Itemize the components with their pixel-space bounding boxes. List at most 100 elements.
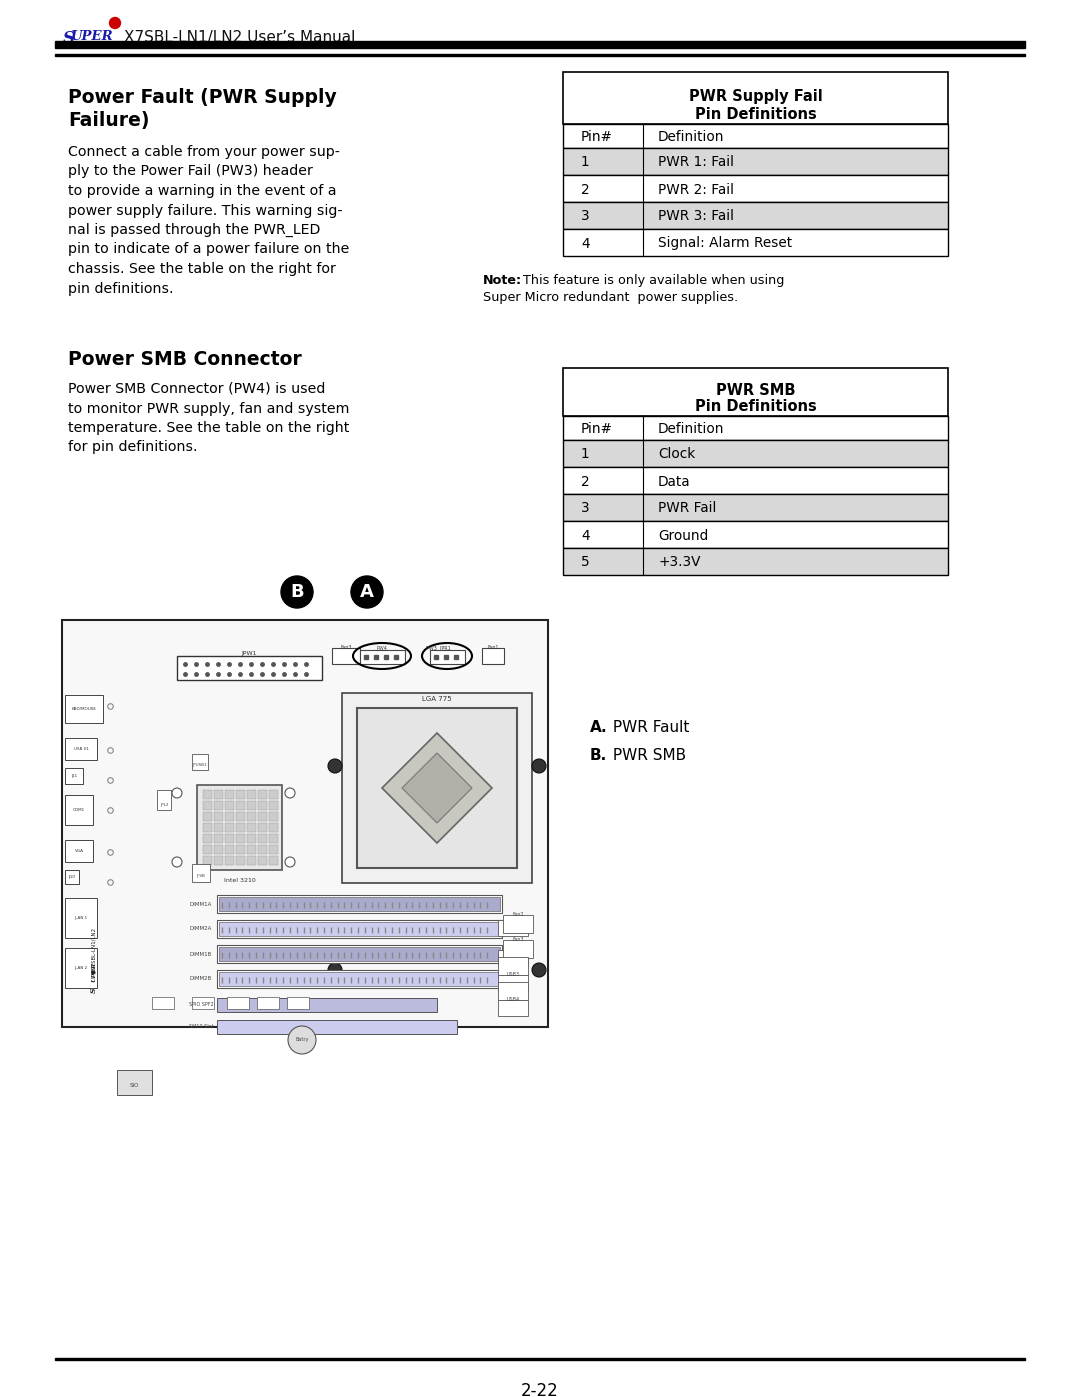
Text: Batry: Batry [295, 1038, 309, 1042]
Text: PWR Fail: PWR Fail [658, 502, 716, 515]
Text: nal is passed through the PWR_LED: nal is passed through the PWR_LED [68, 224, 321, 237]
Text: PWR 2: Fail: PWR 2: Fail [658, 183, 734, 197]
Bar [258, 823, 267, 833]
Bar [563, 175, 948, 203]
Bar [237, 800, 245, 810]
Text: PW3  JPR1: PW3 JPR1 [426, 645, 450, 651]
Bar [482, 648, 504, 664]
Polygon shape [382, 733, 492, 842]
Text: DIMM2B: DIMM2B [190, 977, 212, 982]
Text: 1: 1 [581, 447, 590, 461]
Bar [197, 785, 282, 870]
Bar [563, 367, 948, 416]
Text: Fan3: Fan3 [512, 937, 524, 942]
Bar [269, 823, 278, 833]
Text: PWR Fault: PWR Fault [608, 719, 689, 735]
Bar [192, 997, 214, 1009]
Bar [503, 940, 534, 958]
Bar [203, 834, 212, 842]
Text: JPL2: JPL2 [160, 803, 168, 807]
Bar [217, 970, 502, 988]
Bar [269, 789, 278, 799]
Bar [219, 897, 500, 911]
Bar [258, 800, 267, 810]
Text: JFSB: JFSB [197, 875, 205, 877]
Bar [269, 800, 278, 810]
Bar [227, 997, 249, 1009]
Text: 2: 2 [581, 183, 590, 197]
Bar [203, 800, 212, 810]
Text: pin definitions.: pin definitions. [68, 282, 174, 296]
Bar [247, 845, 256, 854]
Bar [237, 812, 245, 821]
Text: 2: 2 [581, 475, 590, 489]
Bar [65, 738, 97, 760]
Circle shape [328, 963, 342, 977]
Text: SM10 Slot: SM10 Slot [189, 1024, 214, 1030]
Circle shape [109, 18, 121, 28]
Text: Pin Definitions: Pin Definitions [694, 108, 816, 122]
Bar [563, 229, 948, 256]
Bar [258, 812, 267, 821]
Text: for pin definitions.: for pin definitions. [68, 440, 198, 454]
Text: Definition: Definition [658, 130, 725, 144]
Bar [237, 856, 245, 865]
Bar [217, 921, 502, 937]
Bar [214, 800, 222, 810]
Text: JPUSB1: JPUSB1 [192, 763, 207, 767]
Text: Note:: Note: [483, 274, 522, 286]
Bar [225, 856, 234, 865]
Bar [203, 823, 212, 833]
Bar [225, 845, 234, 854]
Bar [498, 975, 528, 990]
Bar [258, 845, 267, 854]
Text: JLAN 2: JLAN 2 [75, 965, 87, 970]
Text: pin to indicate of a power failure on the: pin to indicate of a power failure on th… [68, 243, 349, 257]
Text: 4: 4 [581, 236, 590, 250]
Text: USB4: USB4 [507, 997, 519, 1002]
Bar [258, 834, 267, 842]
Circle shape [172, 788, 183, 798]
Text: ●X7SBL-LN1/LN2: ●X7SBL-LN1/LN2 [92, 926, 96, 974]
Bar [152, 997, 174, 1009]
Text: Definition: Definition [658, 422, 725, 436]
Bar [214, 789, 222, 799]
Bar [65, 870, 79, 884]
Bar [269, 834, 278, 842]
Bar [247, 834, 256, 842]
Bar [65, 795, 93, 826]
Bar [247, 856, 256, 865]
Bar [65, 949, 97, 988]
Bar [563, 203, 948, 229]
Text: S: S [63, 29, 75, 47]
Bar [563, 124, 948, 148]
Bar [503, 915, 534, 933]
Text: USB3: USB3 [507, 972, 519, 977]
Text: +3.3V: +3.3V [658, 556, 701, 570]
Circle shape [351, 576, 383, 608]
Bar [65, 898, 97, 937]
Text: LGA 775: LGA 775 [422, 696, 451, 703]
Text: VGA: VGA [75, 849, 83, 854]
Text: Fan1: Fan1 [487, 645, 499, 650]
Text: X7SBL-LN1/LN2 User’s Manual: X7SBL-LN1/LN2 User’s Manual [124, 29, 355, 45]
Bar [498, 921, 528, 936]
Bar [563, 73, 948, 124]
Bar [192, 863, 210, 882]
Text: JLAN 1: JLAN 1 [75, 916, 87, 921]
Bar [247, 812, 256, 821]
Bar [225, 823, 234, 833]
Bar [269, 812, 278, 821]
Bar [258, 856, 267, 865]
Text: Pin#: Pin# [581, 422, 612, 436]
Bar [237, 834, 245, 842]
Text: USB 01: USB 01 [73, 747, 89, 752]
Text: 2-22: 2-22 [522, 1382, 558, 1397]
Bar [217, 1020, 457, 1034]
Bar [217, 944, 502, 963]
Text: Power Fault (PWR Supply: Power Fault (PWR Supply [68, 88, 337, 108]
Bar [219, 972, 500, 986]
Bar [65, 694, 103, 724]
Bar [563, 148, 948, 175]
Text: Pin Definitions: Pin Definitions [694, 400, 816, 414]
